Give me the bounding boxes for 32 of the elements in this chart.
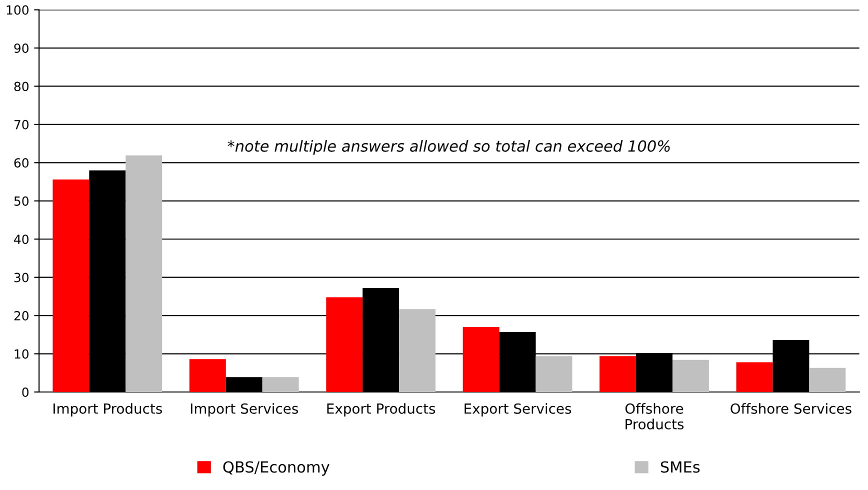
bar xyxy=(262,377,299,392)
legend-label: SMEs xyxy=(660,461,700,473)
y-tick-label: 80 xyxy=(14,82,29,92)
bar xyxy=(126,155,162,392)
bar xyxy=(326,297,363,392)
y-tick-label: 60 xyxy=(14,158,29,168)
legend-label: QBS/Economy xyxy=(223,461,330,476)
bar xyxy=(462,327,500,392)
x-tick-label: Offshore Products xyxy=(625,403,684,430)
bar xyxy=(536,356,572,392)
y-tick-label: 40 xyxy=(14,234,29,244)
x-tick-label: Import Services xyxy=(190,403,298,417)
annotation: *note multiple answers allowed so total can exceed 100% xyxy=(228,140,670,155)
bar xyxy=(809,368,846,392)
bar xyxy=(736,362,773,392)
x-tick-label: Export Services xyxy=(464,403,572,417)
y-tick-label: 70 xyxy=(14,120,29,130)
y-tick-label: 10 xyxy=(14,349,29,359)
bar xyxy=(52,179,90,392)
y-tick-label: 0 xyxy=(22,387,29,397)
y-tick-label: 50 xyxy=(14,196,29,206)
bar xyxy=(189,359,226,392)
y-tick-label: 100 xyxy=(6,5,29,15)
y-tick-label: 20 xyxy=(14,311,29,320)
y-tick-label: 30 xyxy=(14,272,29,282)
bar xyxy=(399,309,436,392)
bar xyxy=(672,360,709,392)
x-tick-label: Import Products xyxy=(54,403,162,417)
x-tick-label: Offshore Services xyxy=(730,403,852,414)
y-tick-label: 90 xyxy=(14,43,29,53)
bar xyxy=(600,356,636,392)
x-tick-label: Export Products xyxy=(327,403,436,417)
